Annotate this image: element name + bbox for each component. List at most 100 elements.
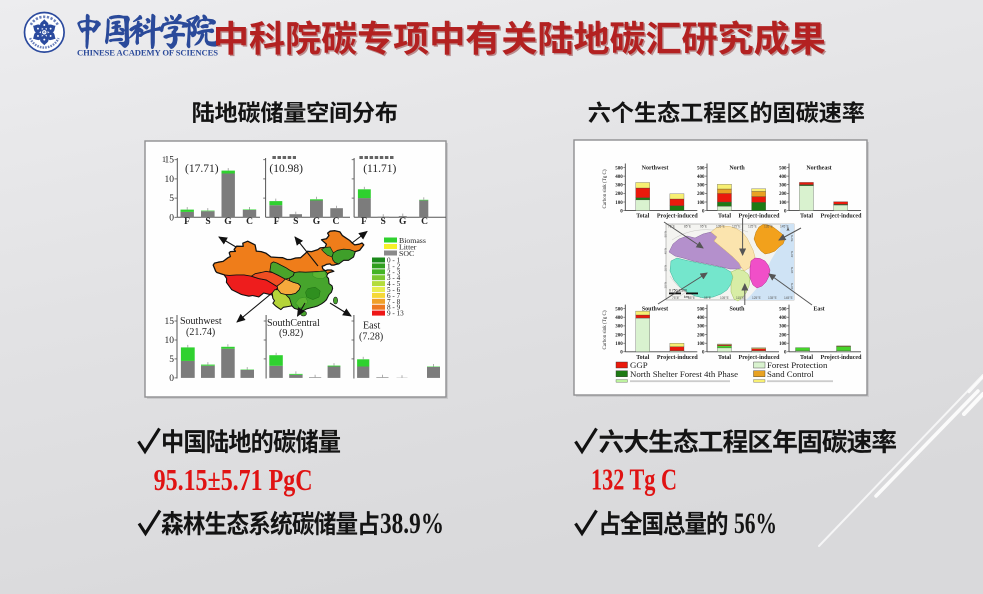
svg-text:125°E: 125°E [752, 296, 761, 300]
svg-text:100: 100 [779, 201, 787, 206]
svg-text:0 - 1: 0 - 1 [387, 257, 401, 265]
svg-text:Biomass: Biomass [399, 236, 426, 245]
svg-text:95°E: 95°E [704, 296, 711, 300]
svg-text:S: S [205, 217, 210, 227]
svg-text:0: 0 [169, 213, 174, 223]
svg-text:135°E: 135°E [768, 296, 777, 300]
svg-text:100: 100 [779, 342, 787, 347]
svg-text:Northwest: Northwest [642, 166, 669, 172]
svg-text:8 - 9: 8 - 9 [387, 304, 401, 312]
svg-text:100: 100 [615, 342, 623, 347]
svg-text:Project-induced: Project-induced [657, 214, 699, 220]
svg-text:East: East [813, 307, 824, 313]
svg-text:400: 400 [779, 175, 787, 180]
svg-text:85°E: 85°E [688, 296, 695, 300]
svg-text:100: 100 [697, 342, 705, 347]
svg-text:C: C [332, 217, 339, 227]
svg-text:Total: Total [636, 355, 649, 361]
svg-text:50°N: 50°N [664, 231, 668, 238]
svg-text:SouthCentral: SouthCentral [267, 318, 320, 329]
svg-text:500: 500 [697, 307, 705, 312]
svg-text:C: C [246, 217, 253, 227]
svg-text:200: 200 [697, 192, 705, 197]
svg-text:0: 0 [620, 209, 623, 214]
svg-text:500: 500 [779, 307, 787, 312]
svg-text:115°E: 115°E [732, 225, 740, 229]
svg-text:(7.28): (7.28) [359, 332, 383, 343]
svg-text:15: 15 [165, 317, 175, 327]
svg-text:(11.71): (11.71) [363, 163, 396, 175]
svg-text:15: 15 [165, 156, 175, 166]
svg-text:F: F [184, 217, 190, 227]
svg-text:300: 300 [779, 184, 787, 189]
svg-text:300: 300 [697, 325, 705, 330]
svg-text:Project-induced: Project-induced [821, 214, 863, 220]
svg-text:200: 200 [615, 192, 623, 197]
svg-text:5 - 6: 5 - 6 [387, 286, 401, 294]
svg-text:G: G [224, 217, 232, 227]
svg-text:200: 200 [697, 333, 705, 338]
svg-text:Total: Total [718, 214, 731, 220]
svg-text:300: 300 [615, 325, 623, 330]
svg-text:Sand Control: Sand Control [767, 369, 814, 379]
svg-text:0: 0 [702, 209, 705, 214]
svg-text:S: S [381, 217, 386, 227]
svg-text:145°E: 145°E [780, 225, 789, 229]
svg-text:F: F [274, 217, 280, 227]
svg-text:100: 100 [697, 201, 705, 206]
svg-text:0: 0 [784, 351, 787, 356]
svg-text:2 - 3: 2 - 3 [387, 268, 401, 276]
svg-text:4 - 5: 4 - 5 [387, 280, 401, 288]
svg-text:Total: Total [800, 355, 813, 361]
svg-text:SOC: SOC [399, 249, 414, 258]
svg-text:200: 200 [615, 333, 623, 338]
svg-text:1 - 2: 1 - 2 [387, 262, 401, 270]
svg-text:105°E: 105°E [716, 225, 725, 229]
svg-text:400: 400 [697, 316, 705, 321]
svg-text:95.15±5.71 PgC: 95.15±5.71 PgC [154, 463, 313, 497]
svg-text:0: 0 [702, 351, 705, 356]
svg-text:300: 300 [615, 184, 623, 189]
svg-text:40°N: 40°N [664, 248, 668, 255]
svg-text:500: 500 [779, 166, 787, 171]
svg-text:300: 300 [779, 325, 787, 330]
svg-text:125°E: 125°E [748, 225, 757, 229]
svg-text:CHINESE ACADEMY OF SCIENCES: CHINESE ACADEMY OF SCIENCES [77, 48, 218, 58]
svg-text:40°N: 40°N [790, 251, 794, 258]
svg-text:400: 400 [615, 316, 623, 321]
svg-text:S: S [293, 217, 298, 227]
svg-text:F: F [361, 217, 367, 227]
svg-text:10: 10 [165, 175, 175, 185]
svg-text:300: 300 [697, 184, 705, 189]
svg-text:(9.82): (9.82) [279, 328, 303, 339]
svg-text:56%: 56% [734, 507, 777, 540]
svg-text:Project-induced: Project-induced [739, 355, 781, 361]
svg-text:Southwest: Southwest [642, 307, 668, 313]
svg-text:3 - 4: 3 - 4 [387, 274, 401, 282]
svg-text:G: G [399, 217, 407, 227]
svg-text:0: 0 [620, 351, 623, 356]
svg-text:500: 500 [615, 307, 623, 312]
svg-text:Project-induced: Project-induced [821, 355, 863, 361]
svg-text:115°E: 115°E [736, 296, 744, 300]
svg-text:Project-induced: Project-induced [739, 214, 781, 220]
svg-text:0: 0 [784, 209, 787, 214]
svg-text:200: 200 [779, 192, 787, 197]
svg-text:7 - 8: 7 - 8 [387, 298, 401, 306]
svg-text:(17.71): (17.71) [185, 163, 219, 175]
svg-text:0 750 1,500: 0 750 1,500 [669, 289, 687, 293]
svg-text:400: 400 [779, 316, 787, 321]
svg-text:85°E: 85°E [684, 225, 691, 229]
svg-text:Total: Total [636, 214, 649, 220]
svg-text:0: 0 [169, 374, 174, 384]
svg-text:500: 500 [615, 166, 623, 171]
svg-text:6 - 7: 6 - 7 [387, 292, 401, 300]
svg-text:20°N: 20°N [790, 283, 794, 290]
svg-text:5: 5 [169, 355, 174, 365]
svg-text:North: North [729, 166, 745, 172]
svg-text:400: 400 [697, 175, 705, 180]
svg-text:9 - 13: 9 - 13 [387, 310, 404, 318]
svg-text:105°E: 105°E [720, 296, 729, 300]
svg-text:38.9%: 38.9% [380, 507, 444, 540]
svg-text:Project-induced: Project-induced [657, 355, 699, 361]
